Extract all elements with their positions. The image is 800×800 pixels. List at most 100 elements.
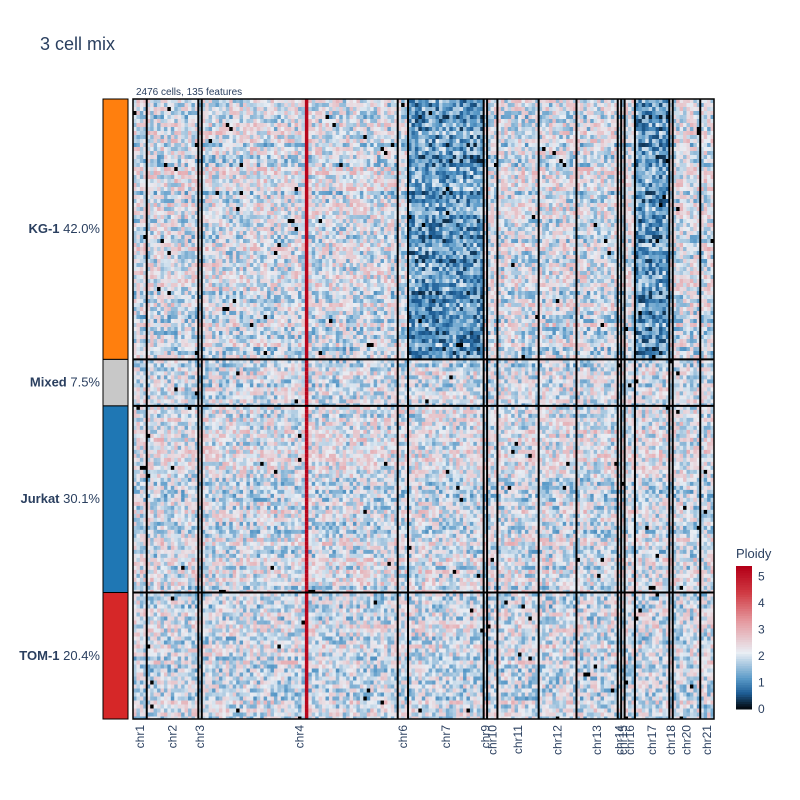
heatmap-cell <box>679 139 684 143</box>
heatmap-cell <box>236 171 240 175</box>
heatmap-cell <box>157 191 161 195</box>
heatmap-cell <box>349 159 354 163</box>
heatmap-cell <box>294 191 299 195</box>
heatmap-cell <box>146 191 151 195</box>
heatmap-cell <box>559 191 564 195</box>
heatmap-cell <box>280 115 285 119</box>
heatmap-cell <box>243 211 247 215</box>
heatmap-cell <box>480 147 484 151</box>
heatmap-cell <box>181 123 185 127</box>
heatmap-cell <box>205 179 209 183</box>
heatmap-cell <box>256 159 261 163</box>
heatmap-cell <box>583 151 588 155</box>
heatmap-cell <box>414 163 419 167</box>
heatmap-cell <box>308 167 313 171</box>
heatmap-cell <box>531 191 536 195</box>
heatmap-cell <box>689 111 694 115</box>
cluster-labels: KG-1 42.0%Mixed 7.5%Jurkat 30.1%TOM-1 20… <box>19 221 100 663</box>
heatmap-cell <box>469 167 474 171</box>
heatmap-cell <box>184 155 189 159</box>
heatmap-cell <box>201 143 206 147</box>
heatmap-cell <box>555 211 560 215</box>
heatmap-cell <box>322 115 326 119</box>
heatmap-cell <box>418 139 423 143</box>
heatmap-cell <box>373 163 378 167</box>
heatmap-cell <box>442 191 447 195</box>
heatmap-cell <box>493 155 498 159</box>
heatmap-cell <box>641 155 646 159</box>
heatmap-cell <box>476 127 481 131</box>
heatmap-cell <box>181 103 185 107</box>
heatmap-cell <box>232 123 237 127</box>
heatmap-cell <box>318 207 323 211</box>
heatmap-cell <box>277 199 282 203</box>
heatmap-cell <box>628 151 632 155</box>
heatmap-cell <box>600 127 605 131</box>
heatmap-cell <box>404 119 409 123</box>
heatmap-cell <box>648 155 653 159</box>
heatmap-cell <box>218 171 223 175</box>
heatmap-cell <box>542 147 546 151</box>
heatmap-cell <box>593 151 598 155</box>
heatmap-cell <box>146 99 151 103</box>
heatmap-cell <box>370 159 374 163</box>
heatmap-cell <box>366 159 371 163</box>
heatmap-cell <box>157 179 161 183</box>
heatmap-cell <box>280 163 285 167</box>
heatmap-cell <box>249 203 254 207</box>
heatmap-cell <box>518 127 522 131</box>
heatmap-cell <box>373 99 378 103</box>
heatmap-cell <box>490 131 495 135</box>
heatmap-cell <box>332 131 337 135</box>
heatmap-cell <box>624 171 629 175</box>
heatmap-cell <box>421 135 426 139</box>
heatmap-cell <box>332 207 337 211</box>
heatmap-cell <box>249 127 254 131</box>
heatmap-cell <box>473 135 478 139</box>
heatmap-cell <box>167 99 172 103</box>
heatmap-cell <box>335 155 340 159</box>
heatmap-cell <box>136 131 141 135</box>
heatmap-cell <box>497 183 502 187</box>
heatmap-cell <box>401 199 405 203</box>
heatmap-cell <box>346 195 350 199</box>
heatmap-cell <box>593 171 598 175</box>
heatmap-cell <box>174 175 178 179</box>
heatmap-cell <box>707 123 711 127</box>
heatmap-cell <box>366 135 371 139</box>
heatmap-cell <box>194 171 199 175</box>
heatmap-cell <box>658 111 663 115</box>
heatmap-cell <box>445 99 450 103</box>
heatmap-cell <box>645 151 649 155</box>
heatmap-cell <box>397 195 402 199</box>
heatmap-cell <box>710 191 715 195</box>
heatmap-cell <box>253 123 258 127</box>
heatmap-cell <box>332 147 337 151</box>
heatmap-cell <box>600 107 605 111</box>
heatmap-cell <box>573 143 577 147</box>
heatmap-cell <box>548 187 553 191</box>
heatmap-cell <box>363 187 368 191</box>
heatmap-cell <box>353 139 357 143</box>
heatmap-cell <box>339 115 344 119</box>
heatmap-cell <box>170 183 175 187</box>
heatmap-cell <box>387 115 392 119</box>
heatmap-cell <box>260 191 264 195</box>
heatmap-cell <box>614 135 619 139</box>
heatmap-cell <box>634 183 639 187</box>
heatmap-cell <box>538 135 543 139</box>
heatmap-cell <box>707 155 711 159</box>
heatmap-cell <box>332 199 337 203</box>
heatmap-cell <box>308 211 313 215</box>
heatmap-cell <box>679 147 684 151</box>
heatmap-cell <box>693 111 698 115</box>
heatmap-cell <box>260 171 264 175</box>
heatmap-cell <box>232 139 237 143</box>
heatmap-cell <box>356 187 361 191</box>
heatmap-cell <box>449 131 454 135</box>
heatmap-cell <box>473 159 478 163</box>
heatmap-cell <box>432 183 436 187</box>
heatmap-cell <box>631 155 636 159</box>
heatmap-cell <box>648 159 653 163</box>
heatmap-cell <box>218 103 223 107</box>
